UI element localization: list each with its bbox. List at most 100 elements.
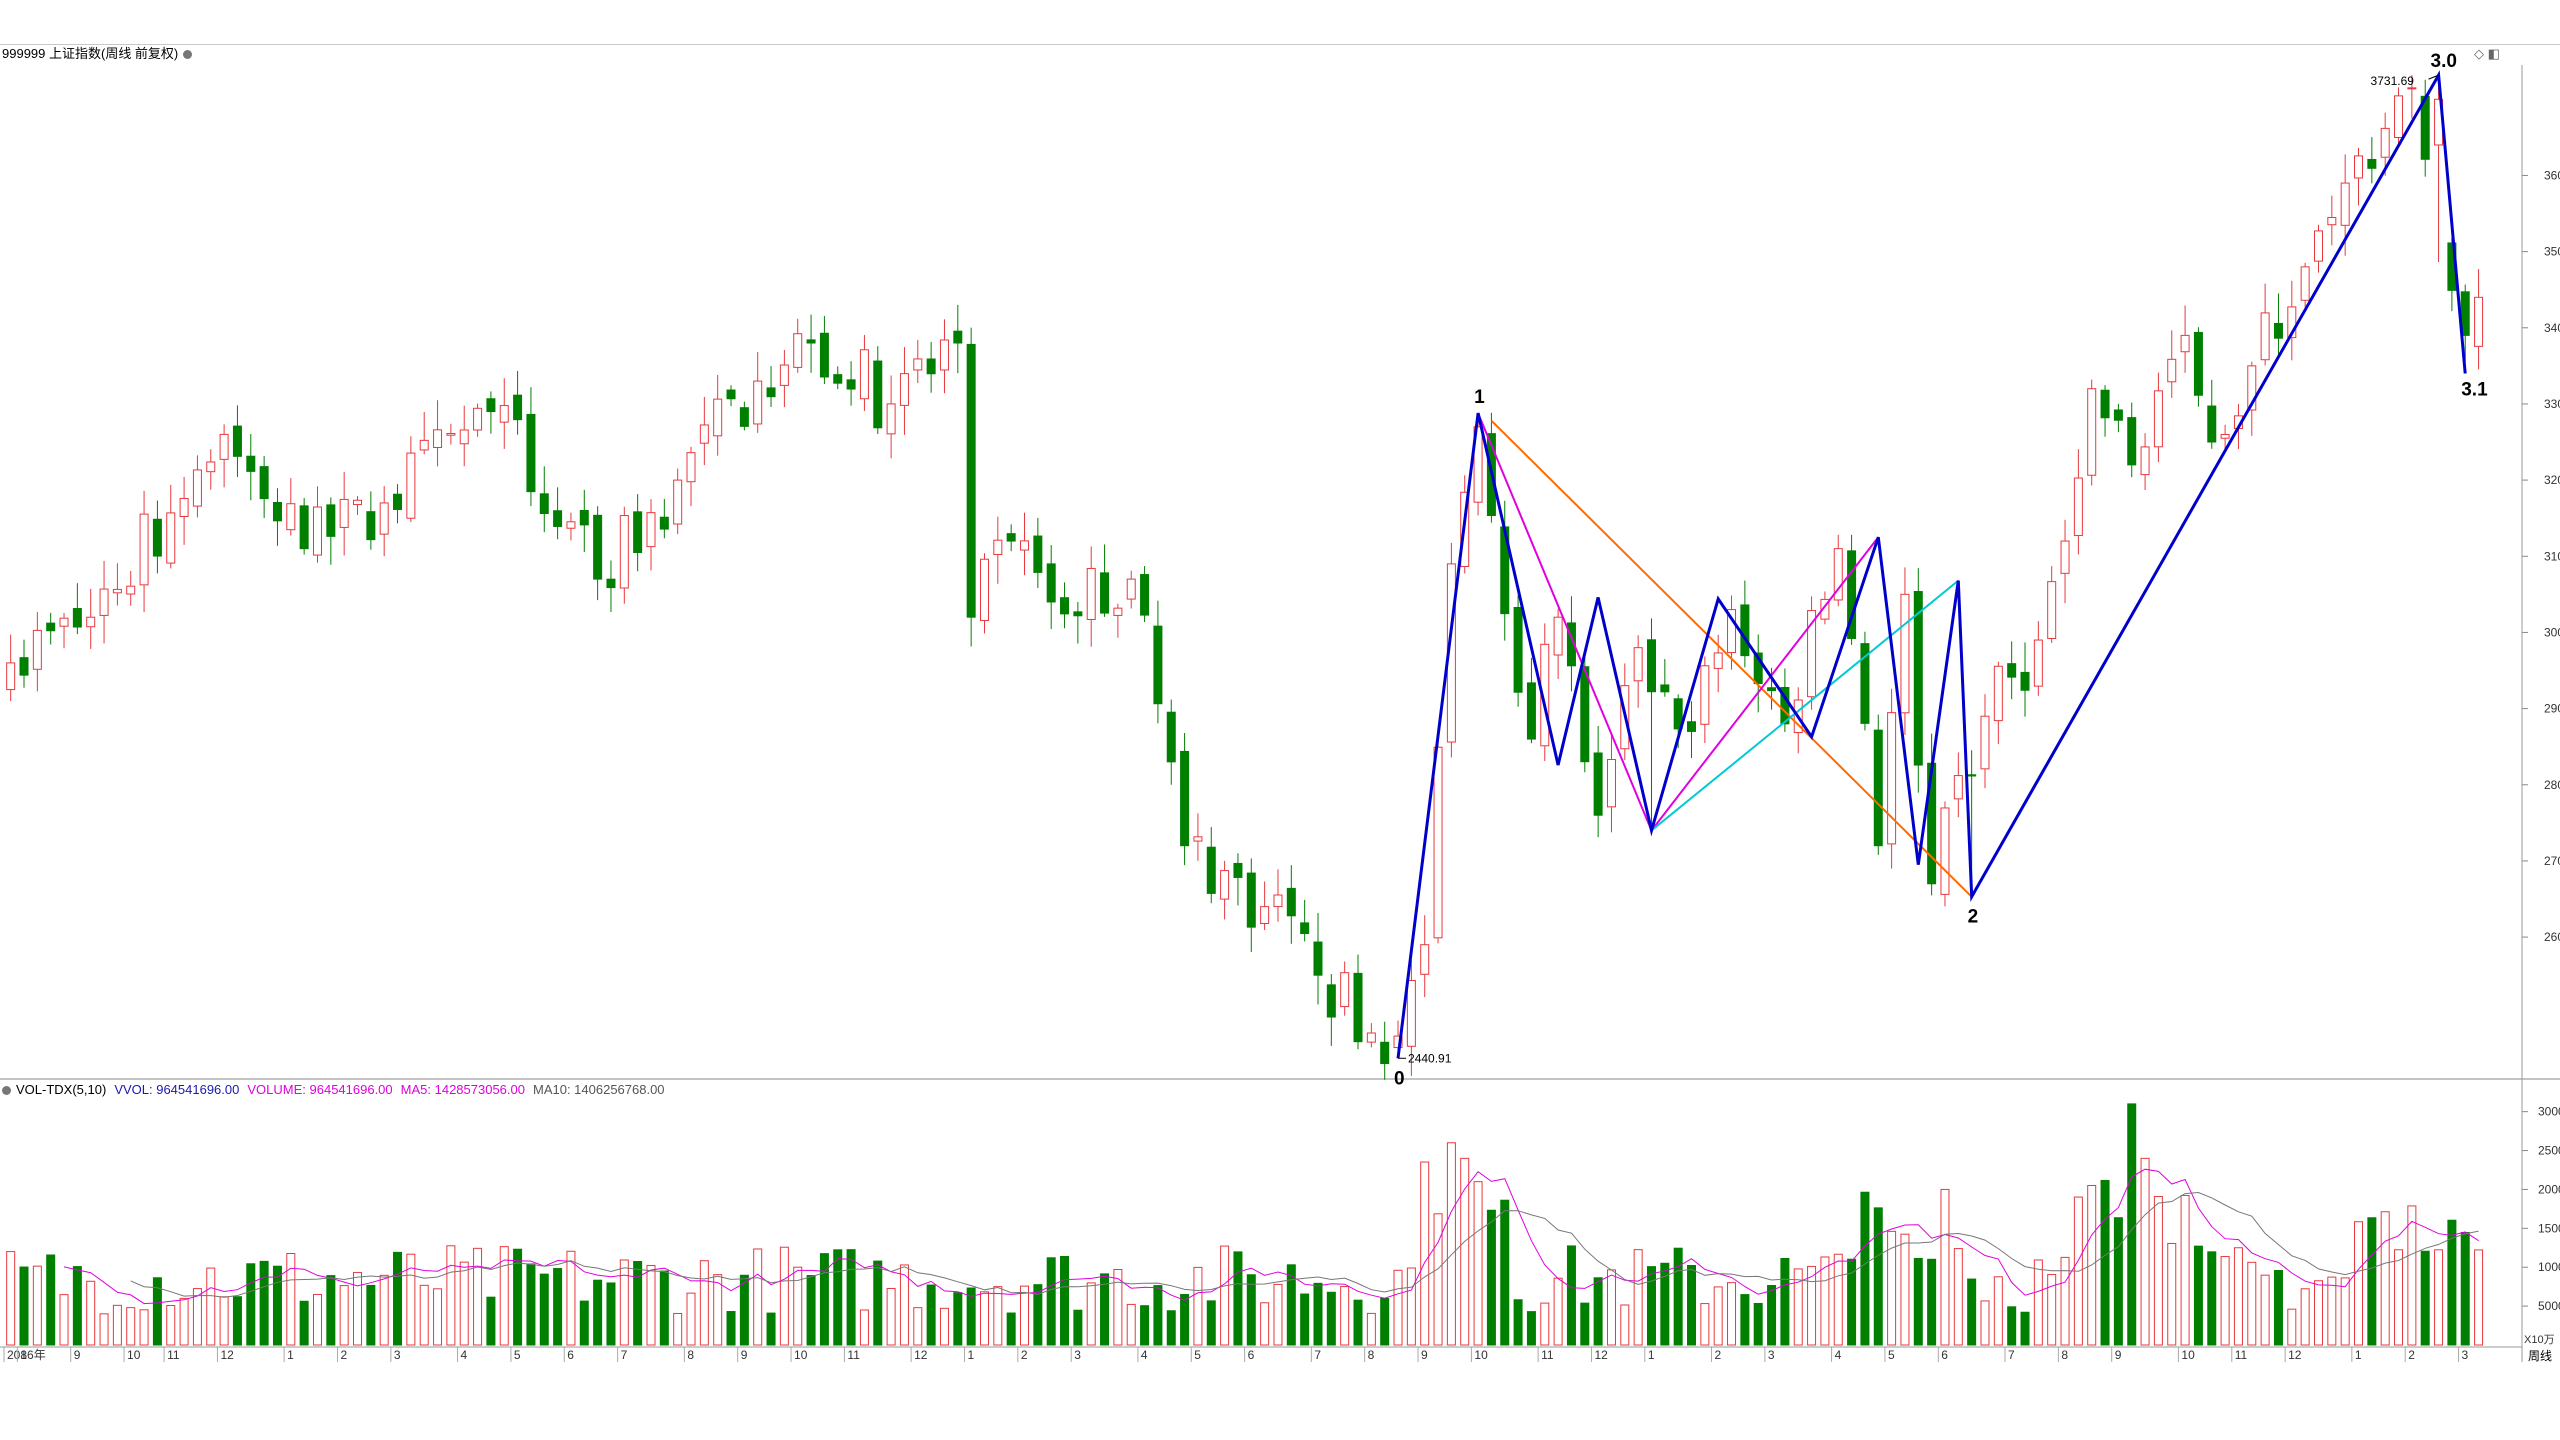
volume-bar	[433, 1288, 443, 1346]
volume-bar	[753, 1248, 763, 1346]
volume-bar	[1673, 1247, 1683, 1346]
candle-body	[2127, 417, 2137, 466]
volume-bar	[139, 1309, 149, 1346]
candle-body	[606, 578, 616, 589]
volume-bar	[1566, 1245, 1576, 1346]
magenta-trend-line	[1650, 536, 1880, 832]
candle-body	[2167, 358, 2177, 383]
candle-body	[1673, 698, 1683, 730]
volume-bar	[806, 1275, 816, 1346]
volume-bar	[1540, 1302, 1550, 1346]
candle-body	[1286, 887, 1296, 917]
candle-body	[1353, 972, 1363, 1043]
volume-bar	[1593, 1277, 1603, 1346]
volume-bar	[913, 1307, 923, 1346]
time-tick-label: 9	[741, 1348, 748, 1362]
volume-bar	[846, 1249, 856, 1346]
candle-body	[699, 424, 709, 444]
volume-bar	[2313, 1280, 2323, 1346]
volume-bar	[379, 1274, 389, 1346]
candle-body	[713, 398, 723, 437]
volume-tick-label: 20000	[2538, 1182, 2560, 1196]
candle-body	[246, 455, 256, 472]
volume-bar	[2420, 1250, 2430, 1346]
time-tick-label: 7	[621, 1348, 628, 1362]
window-icon[interactable]: ◧	[2487, 46, 2500, 61]
volume-bar	[859, 1309, 869, 1346]
volume-bar	[299, 1300, 309, 1346]
volume-bar	[713, 1274, 723, 1346]
volume-bar	[1473, 1181, 1483, 1346]
volume-bar	[819, 1253, 829, 1346]
volume-bar	[619, 1259, 629, 1346]
candle-body	[1033, 535, 1043, 573]
settings-dot-icon[interactable]	[183, 50, 193, 60]
volume-bar	[659, 1270, 669, 1346]
volume-bar	[1340, 1286, 1350, 1346]
volume-bar	[793, 1266, 803, 1346]
volume-bar	[499, 1246, 509, 1346]
volume-bar	[2447, 1219, 2457, 1346]
wave-label-3-0: 3.0	[2431, 51, 2457, 72]
candle-body	[99, 588, 109, 616]
volume-bar	[1446, 1142, 1456, 1346]
volume-bar	[1513, 1299, 1523, 1346]
volume-bar	[939, 1307, 949, 1346]
candle-body	[2394, 95, 2404, 138]
candle-body	[1553, 616, 1563, 656]
volume-bar	[2047, 1274, 2057, 1346]
volume-bar	[339, 1285, 349, 1346]
price-tick-label: 2700	[2544, 854, 2560, 868]
candle-body	[566, 521, 576, 529]
volume-bar	[1300, 1293, 1310, 1346]
price-tick-label: 3000	[2544, 625, 2560, 639]
vvol-value: VVOL: 964541696.00	[114, 1082, 240, 1097]
candle-body	[1913, 591, 1923, 766]
time-tick-label: 9	[74, 1348, 81, 1362]
candle-body	[966, 343, 976, 618]
volume-bar	[1260, 1302, 1270, 1346]
volume-bar	[1433, 1213, 1443, 1346]
candle-body	[2380, 127, 2390, 158]
candle-body	[1273, 894, 1283, 908]
orange-trend-line	[1490, 419, 1973, 898]
candle-body	[2047, 581, 2057, 640]
volume-bar	[1820, 1256, 1830, 1346]
candle-body	[1940, 807, 1950, 895]
volume-bar	[1366, 1312, 1376, 1346]
volume-bar	[1380, 1298, 1390, 1346]
volume-bar	[2287, 1308, 2297, 1346]
candle-body	[2273, 322, 2283, 339]
candle-body	[673, 479, 683, 525]
candle-body	[633, 511, 643, 553]
candle-body	[46, 622, 56, 632]
candle-body	[499, 405, 509, 423]
volume-bar	[979, 1291, 989, 1346]
candle-body	[513, 394, 523, 421]
diamond-icon[interactable]: ◇	[2474, 46, 2484, 61]
candle-body	[1593, 752, 1603, 816]
volume-bar	[2100, 1179, 2110, 1346]
candle-body	[206, 461, 216, 473]
price-tick-label: 3600	[2544, 168, 2560, 182]
volume-bar	[473, 1247, 483, 1346]
volume-bar	[286, 1252, 296, 1346]
candle-body	[2193, 331, 2203, 396]
time-tick-label: 2	[1021, 1348, 1028, 1362]
toolbar-area	[0, 0, 2560, 45]
candle-body	[1220, 870, 1230, 900]
candle-body	[2087, 388, 2097, 476]
candle-body	[833, 374, 843, 384]
candle-body	[459, 429, 469, 445]
candle-body	[1953, 775, 1963, 800]
indicator-dot-icon[interactable]	[2, 1086, 11, 1096]
volume-bar	[1500, 1199, 1510, 1346]
volume-indicator-header: VOL-TDX(5,10) VVOL: 964541696.00 VOLUME: 9…	[0, 1081, 673, 1099]
volume-bar	[606, 1282, 616, 1346]
candle-body	[1046, 563, 1056, 603]
candle-body	[2020, 671, 2030, 691]
time-tick-label: 5	[1194, 1348, 1201, 1362]
period-label: 周线	[2528, 1349, 2552, 1363]
time-tick-label: 9	[2115, 1348, 2122, 1362]
